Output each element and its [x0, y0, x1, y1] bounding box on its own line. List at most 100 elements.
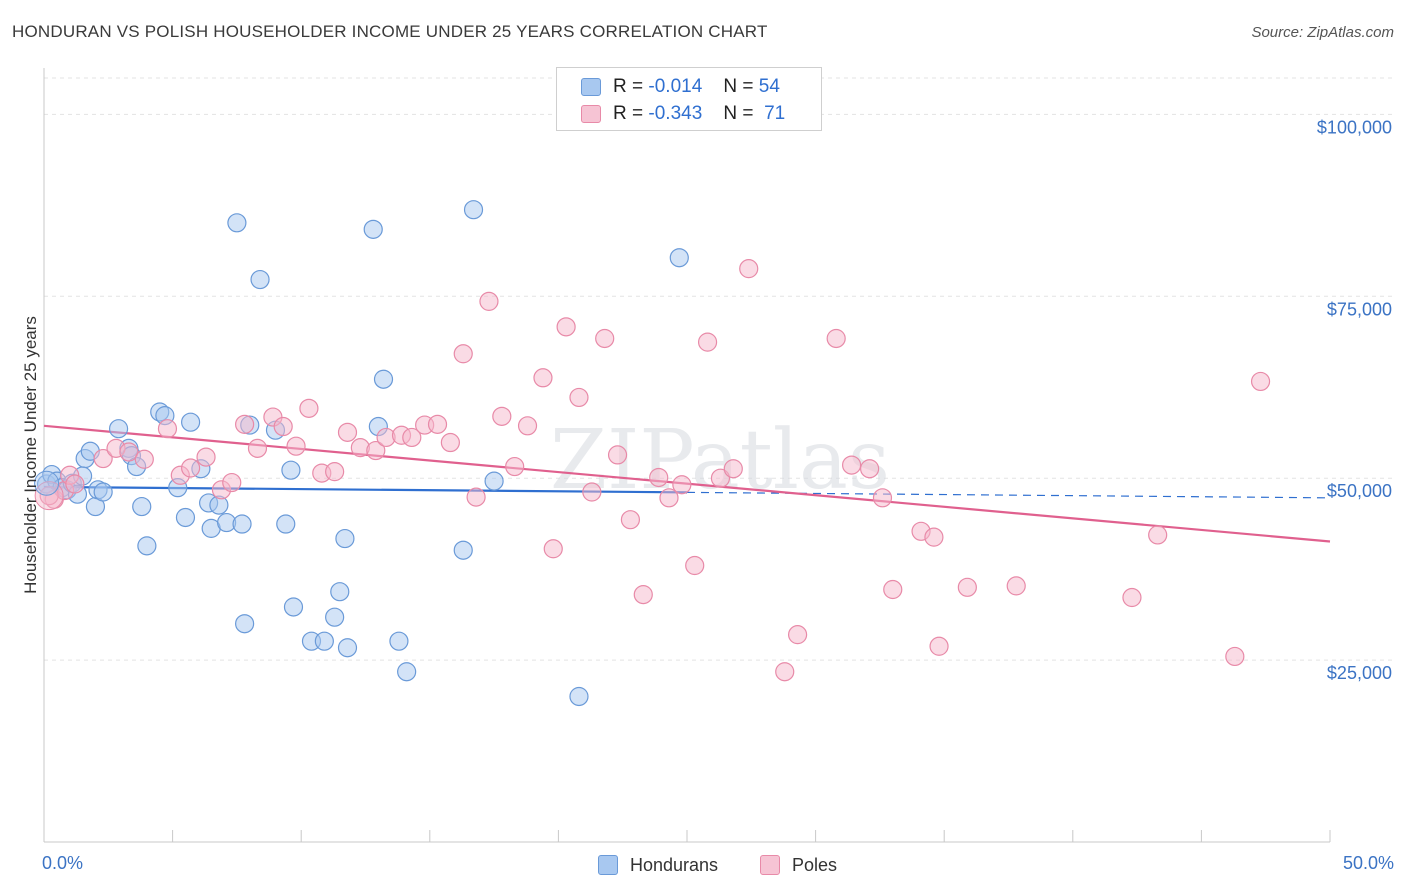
blue-swatch [598, 855, 618, 875]
polish-point [595, 328, 615, 349]
polish-point [620, 510, 641, 530]
polish-point [366, 440, 386, 461]
honduran-point [669, 248, 689, 268]
polish-point [659, 488, 679, 508]
polish-point [93, 448, 113, 469]
polish-point [1148, 525, 1168, 545]
y-axis-title: Householder Income Under 25 years [21, 316, 40, 594]
polish-point [196, 447, 216, 467]
legend-item-poles[interactable]: Poles [760, 852, 837, 878]
polish-point [247, 438, 268, 458]
pink-swatch [760, 855, 780, 875]
honduran-point [175, 507, 196, 528]
honduran-point [389, 631, 409, 651]
honduran-point [34, 470, 60, 496]
honduran-point [283, 597, 304, 617]
x-tick-label: 0.0% [42, 853, 83, 873]
polish-point [427, 414, 448, 434]
polish-point [119, 442, 139, 462]
polish-point [157, 419, 178, 439]
r-label: R = [613, 76, 644, 97]
polish-point [39, 486, 59, 506]
honduran-point [276, 514, 296, 534]
polish-point [957, 577, 977, 597]
honduran-point [250, 269, 270, 290]
axes [43, 68, 1331, 843]
honduran-point [137, 536, 157, 556]
honduran-trend-line [43, 485, 688, 494]
honduran-point [453, 540, 473, 560]
honduran-point [232, 514, 252, 534]
honduran-point [569, 686, 589, 707]
polish-point [453, 344, 473, 364]
stats-legend: R = -0.014 N = 54 R = -0.343 N = 71 [556, 67, 822, 131]
tick-labels: $25,000 $50,000 $75,000 $100,000 0.0% 50.0% [42, 117, 1394, 873]
polish-point [492, 406, 512, 426]
honduran-point [93, 482, 113, 502]
chart-source: Source: ZipAtlas.com [1251, 24, 1394, 41]
polish-point [872, 488, 893, 508]
polish-point [181, 458, 201, 478]
stats-row-hondurans: R = -0.014 N = 54 [557, 74, 819, 100]
legend-item-hondurans[interactable]: Hondurans [598, 852, 718, 878]
chart-title: HONDURAN VS POLISH HOUSEHOLDER INCOME UN… [12, 22, 768, 41]
honduran-point [181, 412, 201, 432]
honduran-point [281, 460, 301, 480]
polish-point [543, 539, 563, 559]
polish-point [325, 462, 345, 482]
honduran-point [330, 582, 350, 602]
legend-label: Poles [792, 854, 838, 875]
polish-point [337, 422, 358, 442]
n-value: 71 [764, 103, 786, 124]
polish-point [235, 414, 255, 434]
honduran-point [337, 638, 358, 658]
pink-swatch [581, 105, 601, 123]
x-tick-label: 50.0% [1343, 853, 1394, 873]
data-points [34, 200, 1271, 707]
polish-point [672, 475, 692, 495]
polish-point [34, 481, 64, 511]
polish-point [607, 445, 628, 465]
y-tick-label: $75,000 [1327, 299, 1392, 319]
honduran-point [335, 528, 355, 549]
honduran-point [227, 213, 247, 233]
polish-point [1225, 646, 1245, 667]
polish-point [883, 579, 903, 600]
polish-point [222, 472, 242, 493]
polish-point [286, 436, 306, 456]
polish-point [1122, 587, 1142, 608]
polish-point [775, 662, 795, 682]
honduran-point [363, 219, 383, 239]
polish-point [479, 291, 499, 311]
y-tick-label: $100,000 [1317, 117, 1392, 137]
honduran-point [314, 631, 334, 651]
polish-point [273, 416, 293, 437]
polish-point [723, 459, 743, 479]
polish-point [1250, 371, 1271, 392]
polish-point [533, 368, 553, 388]
polish-point [860, 459, 880, 479]
y-tick-label: $50,000 [1327, 481, 1392, 501]
blue-swatch [581, 78, 601, 96]
polish-point [517, 416, 538, 436]
polish-point [649, 467, 669, 488]
stats-row-poles: R = -0.343 N = 71 [557, 101, 819, 127]
r-label: R = [613, 103, 644, 124]
polish-point [929, 636, 949, 656]
honduran-point [373, 369, 394, 389]
polish-point [1006, 576, 1026, 596]
polish-point [65, 474, 85, 494]
polish-point [299, 398, 319, 418]
honduran-point [463, 200, 484, 220]
polish-point [710, 468, 731, 488]
n-label: N = [723, 103, 754, 124]
series-legend: Hondurans Poles [0, 852, 1406, 878]
polish-point [440, 432, 460, 453]
polish-point [787, 625, 808, 645]
n-value: 54 [758, 76, 780, 97]
polish-point [739, 259, 759, 279]
honduran-point [325, 607, 345, 627]
polish-point [505, 456, 525, 477]
honduran-point [235, 614, 255, 634]
